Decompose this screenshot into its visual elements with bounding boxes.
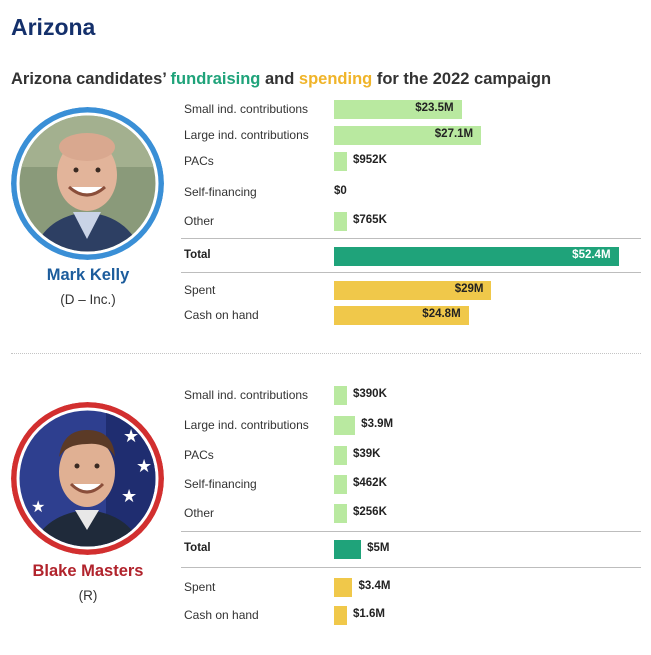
kelly-party: (D – Inc.) bbox=[60, 292, 116, 307]
svg-text:★: ★ bbox=[121, 486, 137, 507]
row-label: PACs bbox=[184, 154, 214, 168]
masters-party: (R) bbox=[78, 588, 98, 603]
data-label: $5M bbox=[367, 542, 390, 554]
svg-text:★: ★ bbox=[136, 456, 152, 477]
masters-total-rule-top bbox=[181, 531, 641, 532]
kelly-name: Mark Kelly bbox=[46, 266, 130, 284]
data-label: $3.9M bbox=[361, 418, 394, 430]
bar-mark bbox=[334, 474, 347, 494]
bar-mark bbox=[334, 211, 347, 231]
data-label: $765K bbox=[353, 214, 387, 226]
bar-mark bbox=[334, 151, 347, 171]
subtitle-end: for the 2022 campaign bbox=[372, 70, 552, 88]
subtitle-start: Arizona candidates’ bbox=[11, 70, 171, 88]
data-label: $462K bbox=[353, 477, 387, 489]
data-label: $29M bbox=[454, 283, 484, 295]
bar-mark bbox=[334, 125, 482, 145]
kelly-avatar bbox=[11, 107, 164, 260]
masters-total-rule-bottom bbox=[181, 567, 641, 568]
data-label: $3.4M bbox=[358, 580, 391, 592]
svg-text:★: ★ bbox=[31, 497, 45, 516]
row-label: Other bbox=[184, 214, 215, 228]
row-label: Self-financing bbox=[184, 185, 257, 199]
row-label: Small ind. contributions bbox=[184, 388, 309, 402]
row-label: Large ind. contributions bbox=[184, 418, 309, 432]
row-label: Cash on hand bbox=[184, 608, 259, 622]
data-label: $390K bbox=[353, 388, 387, 400]
data-label: $952K bbox=[353, 154, 387, 166]
page-title: Arizona bbox=[11, 14, 96, 40]
kelly-total-rule-top bbox=[181, 238, 641, 239]
chart-subtitle: Arizona candidates’ fundraising and spen… bbox=[11, 70, 551, 89]
data-label: $27.1M bbox=[434, 128, 474, 140]
kelly-total-rule-bottom bbox=[181, 272, 641, 273]
bar-mark bbox=[334, 385, 347, 405]
bar-mark bbox=[334, 305, 469, 325]
row-label: Spent bbox=[184, 283, 216, 297]
bar-mark bbox=[334, 577, 353, 597]
data-label: $23.5M bbox=[415, 102, 454, 114]
candidate-divider bbox=[11, 353, 641, 354]
data-label: $24.8M bbox=[422, 308, 461, 320]
row-label: Small ind. contributions bbox=[184, 102, 309, 116]
bar-mark bbox=[334, 503, 347, 523]
row-label: Other bbox=[184, 506, 215, 520]
data-label: $256K bbox=[353, 506, 387, 518]
row-label: Spent bbox=[184, 580, 216, 594]
data-label: $39K bbox=[353, 448, 381, 460]
bar-mark bbox=[334, 605, 347, 625]
masters-name: Blake Masters bbox=[32, 562, 144, 580]
bar-mark bbox=[334, 280, 492, 300]
row-label: PACs bbox=[184, 448, 214, 462]
bar-mark bbox=[334, 445, 347, 465]
bar-mark bbox=[334, 539, 362, 559]
row-label: Self-financing bbox=[184, 477, 257, 491]
data-label: $52.4M bbox=[572, 249, 611, 261]
bar-mark bbox=[334, 246, 619, 266]
subtitle-spending: spending bbox=[298, 70, 373, 88]
bar-mark bbox=[334, 99, 462, 119]
subtitle-fundraising: fundraising bbox=[170, 70, 261, 88]
data-label: $0 bbox=[334, 185, 347, 197]
bar-mark bbox=[334, 415, 356, 435]
data-label: $1.6M bbox=[353, 608, 385, 620]
svg-text:★: ★ bbox=[123, 426, 139, 447]
row-label: Large ind. contributions bbox=[184, 128, 309, 142]
row-label: Cash on hand bbox=[184, 308, 259, 322]
row-label: Total bbox=[184, 249, 211, 261]
row-label: Total bbox=[184, 542, 211, 554]
masters-avatar: ★ ★ ★ ★ bbox=[11, 402, 164, 555]
subtitle-and: and bbox=[260, 70, 299, 88]
